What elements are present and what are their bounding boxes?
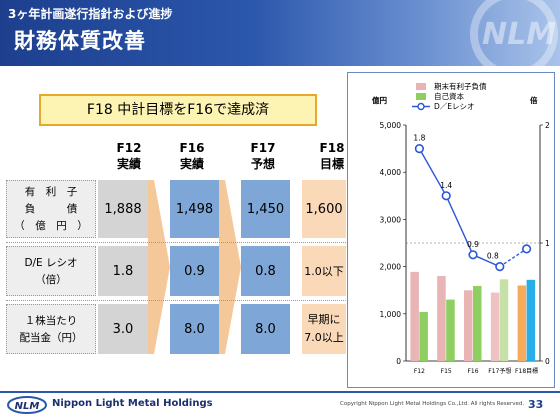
target-banner: F18 中計目標をF16で達成済 — [39, 94, 317, 126]
de-ratio-data-label: 0.8 — [487, 252, 499, 261]
bar-equity — [526, 279, 536, 361]
slide-subtitle: 3ヶ年計画遂行指針および進捗 — [8, 7, 173, 21]
nlm-watermark-logo: NLM — [470, 0, 558, 66]
nlm-logo-icon: NLM — [7, 396, 47, 414]
svg-text:NLM: NLM — [15, 401, 40, 412]
cell-debt-f12: 1,888 — [98, 180, 148, 238]
y-tick-label-right: 2 — [545, 121, 550, 130]
y-tick-label-left: 4,000 — [380, 168, 402, 177]
legend-swatch — [416, 93, 426, 100]
cell-de-f16: 0.9 — [170, 246, 219, 296]
cell-de-f18: 1.0以下 — [302, 246, 346, 296]
x-tick-label: F17予想 — [488, 367, 511, 375]
x-tick-label: F16 — [467, 368, 478, 375]
cell-dividend-f12: 3.0 — [98, 304, 148, 354]
page-number: 33 — [528, 398, 544, 411]
legend-swatch — [417, 102, 425, 111]
column-header-f12: F12 実績 — [116, 141, 142, 171]
y-tick-label-right: 1 — [545, 239, 550, 248]
bar-debt — [490, 292, 500, 361]
slide-title: 財務体質改善 — [14, 29, 146, 53]
y-tick-label-left: 5,000 — [380, 121, 402, 130]
cell-dividend-f17: 8.0 — [241, 304, 290, 354]
de-ratio-point — [468, 250, 478, 260]
row-divider — [6, 300, 346, 301]
legend-label: 自己資本 — [434, 91, 464, 101]
column-header-f17: F17 予想 — [250, 141, 276, 171]
footer-copyright: Copyright Nippon Light Metal Holdings Co… — [340, 401, 525, 407]
y-axis-left-title: 億円 — [372, 95, 387, 105]
x-tick-label: F15 — [441, 368, 452, 375]
legend-label: D／Eレシオ — [434, 102, 475, 111]
bar-equity — [473, 285, 482, 361]
de-ratio-data-label: 1.8 — [413, 134, 425, 143]
y-axis-right-title: 倍 — [529, 95, 538, 105]
de-ratio-line-segment — [499, 248, 527, 268]
de-ratio-point — [495, 262, 505, 272]
x-tick-label: F18目標 — [515, 367, 538, 375]
y-tick-label-left: 1,000 — [380, 310, 402, 319]
cell-de-f17: 0.8 — [241, 246, 290, 296]
slide-header: 3ヶ年計画遂行指針および進捗 財務体質改善 NLM — [0, 0, 560, 66]
y-tick-label-left: 2,000 — [380, 263, 402, 272]
de-ratio-line-segment — [445, 195, 474, 256]
de-ratio-data-label: 0.9 — [467, 240, 479, 249]
cell-debt-f18: 1,600 — [302, 180, 346, 238]
column-header-f18: F18 目標 — [319, 141, 345, 171]
arrow-f16-to-f17 — [219, 180, 241, 354]
bar-equity — [419, 311, 428, 361]
bar-debt — [517, 285, 527, 361]
arrow-f12-to-f16 — [148, 180, 170, 354]
svg-text:NLM: NLM — [482, 17, 556, 52]
x-tick-label: F12 — [414, 368, 425, 375]
row-label-de-ratio: D/E レシオ （倍） — [6, 246, 96, 296]
footer-company-name: Nippon Light Metal Holdings — [52, 398, 213, 409]
bar-debt — [464, 290, 473, 361]
cell-debt-f16: 1,498 — [170, 180, 219, 238]
y-tick-label-left: 0 — [396, 357, 401, 366]
cell-dividend-f18: 早期に7.0以上 — [302, 304, 346, 354]
de-ratio-data-label: 1.4 — [440, 181, 452, 190]
y-tick-label-left: 3,000 — [380, 215, 402, 224]
de-ratio-point — [522, 244, 532, 254]
row-label-dividend: １株当たり 配当金（円） — [6, 304, 96, 354]
de-ratio-line-segment — [472, 254, 501, 268]
legend-label: 期末有利子負債 — [434, 81, 487, 91]
y-tick-label-right: 0 — [545, 357, 550, 366]
de-ratio-point — [414, 143, 424, 154]
row-divider — [6, 242, 346, 243]
row-label-debt: 有 利 子 負 債 （ 億 円 ） — [6, 180, 96, 238]
chart-panel: 期末有利子負債 自己資本 D／Eレシオ 億円 倍 0 1,000 2,000 3,000 4,00… — [347, 72, 555, 388]
footer-divider — [0, 391, 560, 393]
cell-de-f12: 1.8 — [98, 246, 148, 296]
column-header-f16: F16 実績 — [179, 141, 205, 171]
bar-equity — [446, 299, 455, 361]
bar-equity — [499, 279, 509, 361]
de-ratio-point — [441, 191, 451, 201]
bar-debt — [410, 271, 419, 361]
cell-debt-f17: 1,450 — [241, 180, 290, 238]
legend-swatch — [416, 83, 426, 90]
de-ratio-line-segment — [418, 148, 447, 197]
bar-debt — [437, 276, 446, 361]
cell-dividend-f16: 8.0 — [170, 304, 219, 354]
